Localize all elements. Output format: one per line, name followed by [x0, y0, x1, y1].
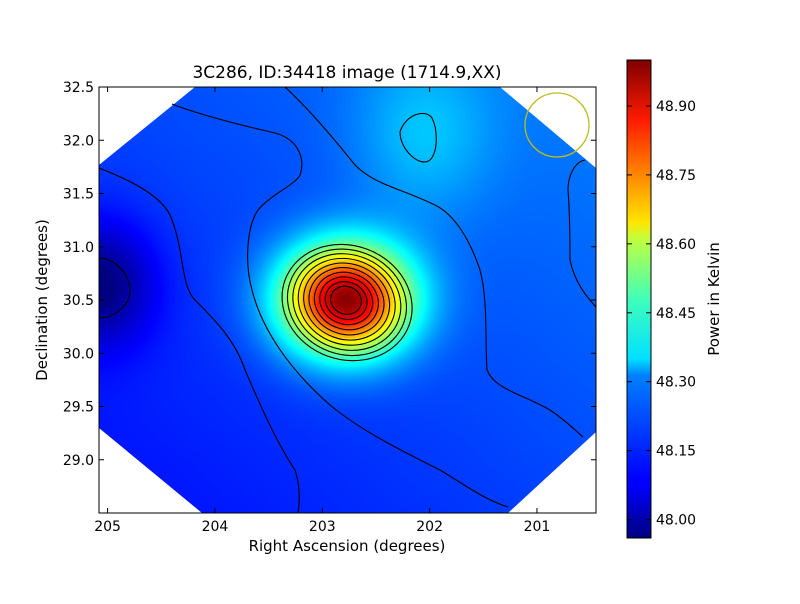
y-tick-label: 30.0: [63, 346, 94, 362]
y-tick-label: 29.5: [63, 400, 94, 416]
x-tick-label: 205: [94, 519, 121, 535]
beam-marker: [524, 92, 590, 158]
x-tick-label: 203: [309, 519, 336, 535]
contour-line: [399, 113, 437, 163]
colorbar-tick-label: 48.75: [656, 168, 696, 184]
y-tick-label: 31.0: [63, 240, 94, 256]
x-tick-label: 202: [416, 519, 443, 535]
peak-contour-ring: [308, 267, 385, 336]
colorbar-tick-label: 48.45: [656, 306, 696, 322]
colorbar-label: Power in Kelvin: [705, 242, 723, 356]
y-tick-label: 31.5: [63, 187, 94, 203]
colorbar-tick-label: 48.90: [656, 99, 696, 115]
contour-line: [99, 167, 300, 513]
contour-lines: [99, 87, 596, 513]
x-tick-label: 201: [524, 519, 551, 535]
peak-contour-ring: [297, 257, 396, 346]
peak-contour-ring: [319, 276, 374, 326]
contour-line: [567, 159, 596, 308]
contour-line: [171, 103, 509, 508]
heatmap-image: [99, 87, 596, 513]
y-tick-label: 30.5: [63, 293, 94, 309]
y-axis-label: Declination (degrees): [33, 219, 51, 381]
peak-contour-ring: [303, 262, 391, 341]
colorbar: 48.00 48.15 48.30 48.45 48.60 48.75 48.90 Powe…: [626, 59, 723, 539]
colorbar-tick-label: 48.30: [656, 375, 696, 391]
peak-contour-ring: [281, 243, 413, 362]
peak-contour-ring: [292, 253, 402, 351]
colorbar-gradient: [626, 59, 652, 539]
contour-line: [99, 257, 131, 319]
corner-bottom-right: [508, 432, 596, 513]
y-tick-label: 32.0: [63, 133, 94, 149]
x-axis: 205 204 203 202 201: [94, 87, 550, 535]
x-axis-label: Right Ascension (degrees): [249, 537, 446, 555]
colorbar-tick-label: 48.15: [656, 444, 696, 460]
white-corners: [99, 87, 596, 513]
y-axis: 29.0 29.5 30.0 30.5 31.0 31.5 32.0 32.5: [63, 80, 596, 469]
peak-contour-ring: [324, 281, 368, 320]
colorbar-ticks: 48.00 48.15 48.30 48.45 48.60 48.75 48.90: [627, 99, 696, 529]
y-tick-label: 32.5: [63, 80, 94, 96]
peak-contour-ring: [286, 248, 408, 357]
peak-contour-ring: [330, 285, 362, 315]
contour-line: [284, 87, 584, 438]
peak-contour-ring: [313, 271, 379, 331]
corner-top-left: [99, 87, 195, 165]
colorbar-tick-label: 48.00: [656, 513, 696, 529]
colorbar-tick-label: 48.60: [656, 237, 696, 253]
plot-area: [99, 87, 596, 513]
y-tick-label: 29.0: [63, 453, 94, 469]
corner-top-right: [500, 87, 596, 168]
peak-contours: [281, 243, 413, 362]
corner-bottom-left: [99, 428, 202, 513]
x-tick-label: 204: [202, 519, 229, 535]
chart-title: 3C286, ID:34418 image (1714.9,XX): [192, 63, 501, 83]
